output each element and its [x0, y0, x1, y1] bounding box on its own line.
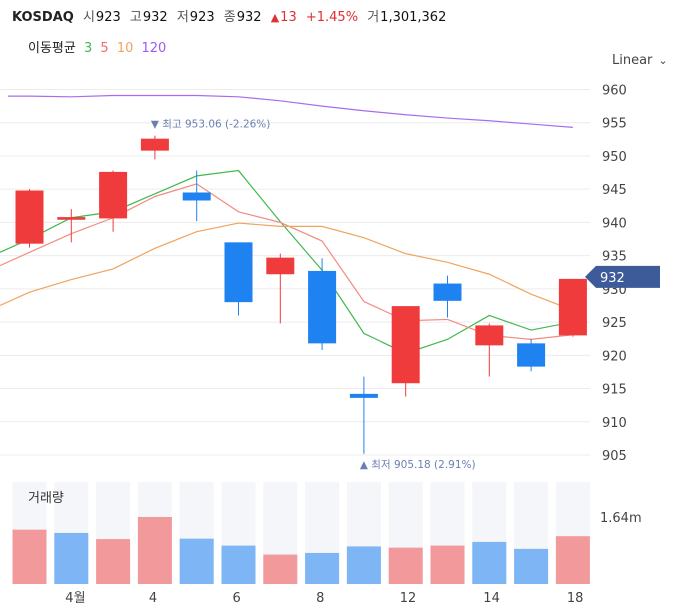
candle-body	[182, 192, 211, 201]
ma-legend-5: 5	[100, 41, 109, 56]
y-tick-label: 910	[602, 416, 627, 431]
ma-3-line	[0, 169, 574, 354]
volume-bar	[179, 538, 214, 584]
candle	[266, 253, 295, 324]
last-price-tag: 932	[585, 265, 660, 288]
candle	[15, 189, 44, 248]
candle	[433, 275, 462, 318]
candle	[517, 338, 546, 372]
y-tick-label: 915	[602, 383, 627, 398]
candle-body	[475, 325, 504, 346]
y-tick-label: 925	[602, 316, 627, 331]
candle	[558, 278, 587, 337]
volume-bar	[346, 546, 381, 584]
x-tick-label: 6	[233, 591, 241, 606]
y-tick-label: 940	[602, 216, 627, 231]
candle-body	[15, 190, 44, 244]
volume-bar	[12, 529, 47, 584]
volume-bar	[388, 547, 423, 584]
y-tick-label: 935	[602, 250, 627, 265]
candle-body	[558, 278, 587, 336]
volume-bar	[137, 517, 172, 584]
x-tick-label: 12	[400, 591, 417, 606]
volume-bar	[430, 545, 465, 584]
candle-body	[266, 257, 295, 275]
volume-label: 거	[367, 10, 380, 25]
candle	[182, 170, 211, 222]
ma-120-line	[8, 94, 573, 128]
scale-mode-label: Linear	[612, 53, 653, 68]
volume-bar	[263, 554, 298, 584]
candle	[57, 209, 86, 243]
candle	[391, 306, 420, 397]
volume-bar	[305, 552, 340, 584]
ma-legend-label: 이동평균	[28, 41, 76, 56]
candle	[308, 258, 337, 351]
candle	[99, 170, 128, 232]
change-value: 13	[280, 10, 297, 25]
candle-body	[349, 393, 378, 398]
high-annotation: ▼ 최고 953.06 (-2.26%)	[151, 119, 271, 131]
chevron-down-icon: ⌄	[658, 54, 668, 67]
y-tick-label: 945	[602, 183, 627, 198]
candle	[140, 135, 169, 160]
ma-10-line	[0, 222, 574, 311]
candle-body	[517, 343, 546, 367]
y-tick-label: 955	[602, 117, 627, 132]
quote-header: KOSDAQ 시923 고932 저923 종932 ▲13 +1.45% 거1…	[12, 6, 451, 25]
candle	[224, 242, 253, 316]
volume-bar	[221, 545, 256, 584]
high-value: 932	[142, 10, 168, 25]
scale-mode-button[interactable]: Linear ⌄	[612, 53, 668, 68]
volume-bar	[96, 539, 131, 584]
candle-body	[308, 270, 337, 344]
volume-bar	[514, 548, 549, 584]
open-value: 923	[95, 10, 121, 25]
candle-body	[433, 283, 462, 301]
high-label: 고	[129, 10, 142, 25]
x-tick-label: 4월	[65, 591, 85, 606]
volume-bar	[54, 532, 89, 584]
volume-title: 거래량	[28, 491, 64, 506]
change-percent: +1.45%	[305, 10, 359, 25]
candle	[349, 376, 378, 454]
volume-bar	[472, 541, 507, 584]
x-tick-label: 18	[567, 591, 584, 606]
volume-bar	[555, 536, 590, 584]
candle-body	[224, 242, 253, 303]
candle	[475, 323, 504, 377]
x-tick-label: 8	[316, 591, 324, 606]
open-label: 시	[82, 10, 95, 25]
ma-legend-120: 120	[141, 41, 167, 56]
price-tag-shape	[585, 265, 660, 288]
candle-body	[99, 171, 128, 219]
price-tag-label: 932	[600, 271, 625, 286]
close-label: 종	[223, 10, 236, 25]
low-annotation: ▲ 최저 905.18 (2.91%)	[360, 459, 476, 471]
low-label: 저	[176, 10, 189, 25]
ma-legend-3: 3	[83, 41, 93, 56]
close-value: 932	[236, 10, 262, 25]
low-value: 923	[189, 10, 215, 25]
candle-body	[140, 138, 169, 151]
change-arrow-icon: ▲	[270, 11, 280, 24]
x-tick-label: 4	[149, 591, 157, 606]
moving-average-legend[interactable]: 이동평균 3 5 10 120	[28, 37, 170, 56]
candle-body	[57, 217, 86, 220]
volume-max-label: 1.64m	[600, 511, 642, 526]
y-tick-label: 920	[602, 349, 627, 364]
y-tick-label: 905	[602, 449, 627, 464]
y-tick-label: 960	[602, 84, 627, 99]
symbol-name: KOSDAQ	[12, 10, 74, 25]
ma-legend-10: 10	[116, 41, 134, 56]
volume-value: 1,301,362	[380, 10, 447, 25]
y-tick-label: 950	[602, 150, 627, 165]
x-tick-label: 14	[483, 591, 500, 606]
candle-body	[391, 306, 420, 384]
